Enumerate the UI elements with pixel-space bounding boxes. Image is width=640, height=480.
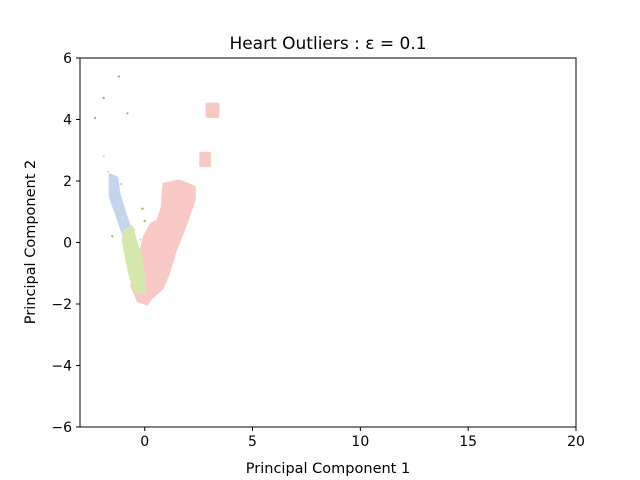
series-0 [130, 102, 220, 306]
series-1-point-0 [119, 182, 123, 186]
series-2-point-4 [121, 216, 125, 220]
axes: 0 5 10 15 20 −6 −4 −2 0 2 4 6 [51, 51, 585, 450]
y-axis-label: Principal Component 2 [23, 160, 39, 324]
y-tick-label-6: 6 [63, 51, 72, 67]
x-axis-label: Principal Component 1 [246, 461, 410, 477]
y-tick-label-1: −4 [51, 359, 72, 375]
x-tick-label-2: 10 [351, 434, 369, 450]
series-3-point-6 [111, 235, 114, 238]
series-0-point-3 [147, 284, 151, 287]
series-3-point-5 [143, 219, 146, 223]
series-2-point-cloud-0 [121, 225, 147, 294]
series-2 [102, 155, 147, 294]
series-0-point-cloud-1 [199, 151, 211, 168]
y-tick-label-0: −6 [51, 420, 72, 436]
x-tick-label-1: 5 [248, 434, 257, 450]
series-3-point-4 [141, 207, 144, 210]
series-3-point-2 [126, 112, 129, 115]
series-2-point-2 [111, 182, 114, 186]
y-tick-label-5: 4 [63, 113, 72, 129]
plot-area [93, 75, 220, 306]
series-3-point-3 [93, 116, 97, 120]
x-tick-label-3: 15 [459, 434, 477, 450]
chart-title: Heart Outliers : ε = 0.1 [229, 34, 426, 54]
x-tick-label-0: 0 [140, 434, 149, 450]
series-1-point-1 [139, 238, 142, 241]
series-0-point-cloud-0 [130, 179, 196, 306]
series-3-point-1 [102, 96, 105, 100]
series-0-point-0 [154, 225, 157, 229]
series-3 [93, 75, 146, 238]
series-0-point-2 [188, 189, 192, 192]
series-2-point-0 [102, 155, 105, 158]
x-tick-label-4: 20 [567, 434, 585, 450]
y-tick-label-3: 0 [63, 236, 72, 252]
series-3-point-0 [117, 75, 121, 78]
y-tick-label-4: 2 [63, 174, 72, 190]
series-2-point-1 [106, 170, 110, 173]
series-0-point-1 [171, 192, 174, 195]
series-0-point-cloud-2 [205, 102, 220, 118]
series-2-point-3 [117, 207, 121, 210]
y-tick-label-2: −2 [51, 297, 72, 313]
